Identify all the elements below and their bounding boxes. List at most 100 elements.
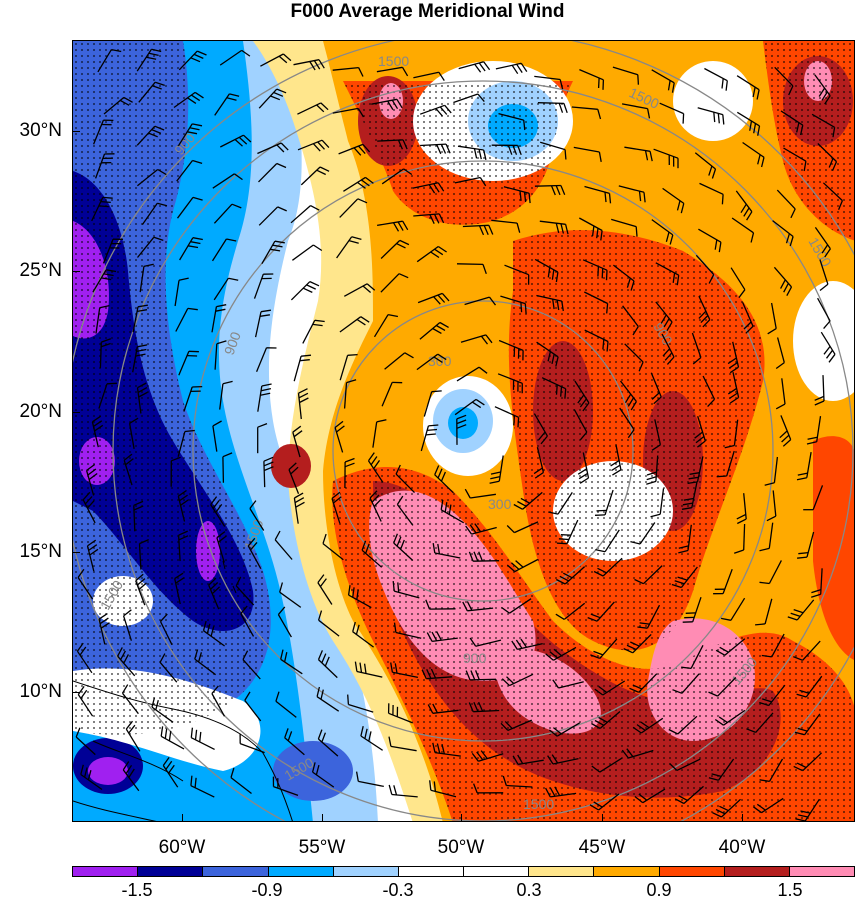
wind-barb-flag: [87, 500, 95, 509]
wind-barb-flag: [664, 352, 673, 361]
wind-barb-flag: [240, 605, 248, 615]
wind-barb: [456, 263, 484, 266]
wind-barb-flag: [469, 637, 477, 647]
wind-barb-flag: [593, 650, 604, 656]
wind-barb-flag: [363, 663, 367, 674]
wind-barb-flag: [135, 353, 146, 357]
wind-barb-flag: [506, 564, 516, 573]
wind-barb-flag: [798, 551, 809, 555]
wind-barb-flag: [283, 652, 288, 663]
wind-barb-flag: [796, 122, 800, 133]
wind-barb-flag: [597, 567, 607, 574]
wind-barb-flag: [697, 440, 706, 448]
wind-barb-flag: [556, 578, 566, 585]
wind-barb-flag: [138, 391, 148, 398]
wind-barb-flag: [428, 184, 436, 194]
wind-barb: [456, 366, 480, 382]
wind-barb-flag: [396, 98, 403, 109]
wind-barb: [390, 745, 417, 752]
wind-barb-flag: [668, 728, 679, 735]
wind-barb-flag: [711, 773, 722, 778]
wind-barb-flag: [474, 670, 480, 680]
wind-barb-flag: [636, 724, 646, 731]
wind-barb: [95, 307, 101, 334]
wind-barb-flag: [582, 402, 590, 412]
wind-barb: [332, 107, 359, 114]
wind-barb-flag: [192, 196, 203, 201]
wind-barb: [213, 277, 229, 301]
wind-barb: [612, 66, 638, 76]
wind-barb: [699, 182, 724, 195]
range-rings: [73, 41, 854, 821]
wind-barb-flag: [365, 176, 374, 184]
wind-barb-flag: [466, 601, 473, 611]
wind-barb-flag: [517, 145, 522, 156]
wind-barb-flag: [556, 300, 560, 311]
wind-barb: [343, 382, 348, 409]
wind-barb-flag: [358, 67, 364, 77]
wind-barb-flag: [157, 202, 168, 207]
wind-barb-flag: [155, 700, 159, 711]
wind-barb-flag: [80, 689, 88, 699]
wind-barb-flag: [456, 419, 467, 425]
wind-barb-flag: [632, 326, 639, 336]
wind-barb-flag: [555, 613, 565, 620]
wind-barb: [702, 375, 716, 400]
wind-barb-flag: [427, 428, 438, 432]
wind-barb-flag: [501, 678, 510, 687]
wind-barb-flag: [597, 77, 600, 89]
wind-barb-flag: [437, 543, 441, 555]
colorbar-segment: [398, 867, 465, 876]
wind-barb-flag: [247, 537, 256, 547]
wind-barb-flag: [439, 321, 449, 328]
wind-barb-flag: [632, 726, 642, 734]
wind-barb-flag: [148, 52, 159, 57]
wind-barb-flag: [555, 272, 559, 283]
wind-barb-flag: [660, 314, 667, 324]
wind-barb: [239, 742, 265, 754]
wind-barb-flag: [594, 719, 605, 726]
wind-barb: [255, 347, 268, 373]
wind-barb: [802, 640, 821, 661]
wind-barb: [690, 645, 704, 669]
ring-label: 1500: [378, 53, 409, 69]
wind-barb-flag: [456, 424, 467, 429]
wind-barb-flag: [194, 777, 197, 788]
wind-barb-flag: [594, 688, 604, 696]
wind-barb-flag: [263, 461, 274, 467]
wind-barb-flag: [270, 95, 281, 101]
wind-barb-flag: [241, 49, 251, 57]
wind-barb-flag: [280, 649, 284, 660]
wind-barb-flag: [480, 335, 489, 345]
wind-barb: [624, 343, 644, 363]
wind-barb-flag: [762, 698, 772, 703]
wind-barb-flag: [743, 207, 750, 217]
wind-barb: [136, 168, 159, 187]
wind-barb: [372, 421, 378, 448]
wind-barb-flag: [523, 191, 527, 202]
wind-barb-flag: [515, 639, 523, 649]
wind-barb-flag: [590, 613, 601, 619]
wind-barb-flag: [206, 623, 211, 634]
wind-barb-flag: [123, 96, 133, 103]
wind-barb-flag: [490, 471, 501, 475]
wind-barb-flag: [80, 764, 84, 775]
wind-barb-flag: [687, 481, 698, 485]
wind-barb-flag: [79, 646, 87, 656]
wind-barb-flag: [512, 145, 518, 155]
wind-barb-flag: [653, 396, 662, 405]
wind-barb-flag: [397, 582, 400, 593]
wind-barb: [584, 291, 608, 305]
wind-barb-flag: [545, 787, 551, 798]
wind-barb-flag: [293, 430, 303, 438]
wind-barb: [768, 522, 774, 549]
wind-barb-flag: [561, 301, 564, 312]
ring-label: 300: [488, 496, 512, 512]
wind-barb-flag: [395, 464, 401, 475]
wind-barb-flag: [152, 85, 162, 90]
wind-barb-flag: [428, 424, 439, 427]
wind-barb-flag: [282, 53, 292, 62]
wind-barb-flag: [472, 783, 478, 794]
wind-barb-flag: [627, 397, 635, 407]
wind-barb-flag: [425, 433, 436, 436]
